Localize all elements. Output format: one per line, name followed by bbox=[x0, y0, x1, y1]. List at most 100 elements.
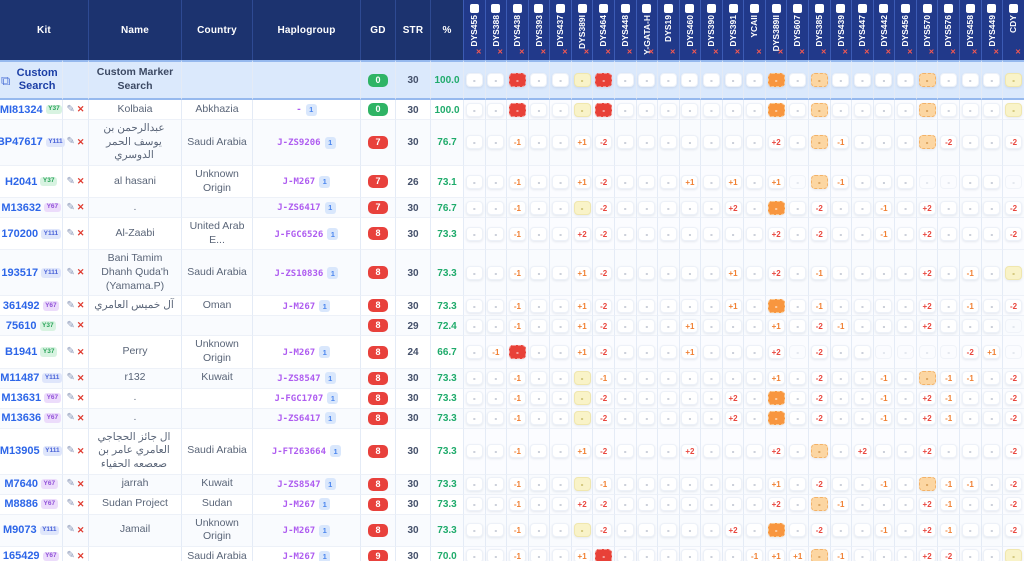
marker-checkbox[interactable] bbox=[706, 4, 716, 13]
marker-checkbox[interactable] bbox=[642, 4, 652, 13]
col-header-country[interactable]: Country bbox=[181, 0, 252, 60]
marker-checkbox[interactable] bbox=[987, 4, 997, 13]
delete-icon[interactable]: ✕ bbox=[76, 228, 85, 239]
haplogroup-info-chip[interactable]: 1 bbox=[324, 478, 336, 491]
haplogroup-info-chip[interactable]: 1 bbox=[324, 372, 336, 385]
haplogroup-info-chip[interactable]: 1 bbox=[324, 412, 336, 425]
haplogroup-info-chip[interactable]: 1 bbox=[319, 498, 331, 511]
marker-remove-icon[interactable]: ✕ bbox=[842, 49, 849, 56]
kit-number-link[interactable]: M8886 bbox=[4, 498, 39, 511]
marker-remove-icon[interactable]: ✕ bbox=[561, 49, 568, 56]
marker-checkbox[interactable] bbox=[922, 4, 932, 13]
kit-number-link[interactable]: M7640 bbox=[4, 478, 39, 491]
kit-number-link[interactable]: M11487 bbox=[0, 372, 40, 385]
marker-checkbox[interactable] bbox=[663, 4, 673, 13]
haplogroup-info-chip[interactable]: 1 bbox=[327, 392, 339, 405]
marker-checkbox[interactable] bbox=[599, 4, 609, 13]
delete-icon[interactable]: ✕ bbox=[76, 372, 85, 383]
haplogroup-info-chip[interactable]: 1 bbox=[324, 201, 336, 214]
haplogroup-link[interactable]: J-FGC1707 bbox=[274, 393, 324, 404]
edit-icon[interactable]: ✎ bbox=[66, 299, 75, 311]
edit-icon[interactable]: ✎ bbox=[66, 227, 75, 239]
edit-icon[interactable]: ✎ bbox=[66, 201, 75, 213]
kit-number-link[interactable]: 165429 bbox=[2, 550, 40, 561]
kit-number-link[interactable]: 170200 bbox=[1, 227, 39, 240]
marker-checkbox[interactable] bbox=[901, 4, 911, 13]
marker-remove-icon[interactable]: ✕ bbox=[950, 49, 956, 56]
col-header-gd[interactable]: GD bbox=[360, 0, 395, 60]
marker-remove-icon[interactable]: ✕ bbox=[648, 49, 655, 56]
marker-checkbox[interactable] bbox=[512, 4, 522, 13]
edit-icon[interactable]: ✎ bbox=[66, 412, 75, 424]
delete-icon[interactable]: ✕ bbox=[76, 346, 85, 357]
edit-icon[interactable]: ✎ bbox=[66, 498, 75, 510]
kit-number-link[interactable]: H2041 bbox=[5, 175, 38, 188]
marker-checkbox[interactable] bbox=[534, 4, 544, 13]
marker-checkbox[interactable] bbox=[685, 4, 695, 13]
marker-checkbox[interactable] bbox=[857, 4, 867, 13]
marker-checkbox[interactable] bbox=[469, 4, 479, 13]
haplogroup-info-chip[interactable]: 1 bbox=[319, 346, 331, 359]
marker-remove-icon[interactable]: ✕ bbox=[734, 49, 741, 56]
haplogroup-link[interactable]: J-M267 bbox=[282, 552, 316, 561]
haplogroup-info-chip[interactable]: 1 bbox=[305, 103, 317, 116]
col-header-percent[interactable]: % bbox=[430, 0, 463, 60]
delete-icon[interactable]: ✕ bbox=[76, 524, 85, 535]
marker-checkbox[interactable] bbox=[814, 4, 824, 13]
edit-icon[interactable]: ✎ bbox=[66, 319, 75, 331]
col-header-haplogroup[interactable]: Haplogroup bbox=[252, 0, 360, 60]
kit-number-link[interactable]: M9073 bbox=[2, 524, 37, 537]
edit-icon[interactable]: ✎ bbox=[66, 524, 75, 536]
kit-number-link[interactable]: M13632 bbox=[1, 201, 42, 214]
marker-remove-icon[interactable]: ✕ bbox=[863, 49, 870, 56]
delete-icon[interactable]: ✕ bbox=[76, 412, 85, 423]
kit-number-link[interactable]: 75610 bbox=[5, 319, 37, 332]
col-header-name[interactable]: Name bbox=[88, 0, 181, 60]
haplogroup-link[interactable]: J-M267 bbox=[282, 526, 316, 536]
delete-icon[interactable]: ✕ bbox=[76, 445, 85, 456]
marker-checkbox[interactable] bbox=[944, 4, 954, 13]
edit-icon[interactable]: ✎ bbox=[66, 392, 75, 404]
haplogroup-info-chip[interactable]: 1 bbox=[319, 300, 331, 313]
marker-remove-icon[interactable]: ✕ bbox=[799, 49, 805, 56]
kit-number-link[interactable]: B1941 bbox=[5, 346, 38, 359]
delete-icon[interactable]: ✕ bbox=[76, 392, 85, 403]
marker-remove-icon[interactable]: ✕ bbox=[993, 49, 1000, 56]
haplogroup-link[interactable]: J-ZS8547 bbox=[277, 373, 321, 384]
col-header-str[interactable]: STR bbox=[395, 0, 430, 60]
marker-remove-icon[interactable]: ✕ bbox=[712, 49, 719, 56]
edit-icon[interactable]: ✎ bbox=[66, 478, 75, 490]
kit-number-link[interactable]: MI81324 bbox=[0, 103, 43, 116]
custom-search-link[interactable]: Custom Search bbox=[16, 66, 58, 92]
kit-number-link[interactable]: BP47617 bbox=[0, 136, 43, 149]
marker-checkbox[interactable] bbox=[620, 4, 630, 13]
haplogroup-info-chip[interactable]: 1 bbox=[324, 136, 336, 149]
kit-number-link[interactable]: M13631 bbox=[1, 392, 42, 405]
edit-icon[interactable]: ✎ bbox=[66, 550, 75, 561]
marker-checkbox[interactable] bbox=[836, 4, 846, 13]
haplogroup-info-chip[interactable]: 1 bbox=[319, 175, 331, 188]
marker-remove-icon[interactable]: ✕ bbox=[1015, 49, 1021, 56]
marker-remove-icon[interactable]: ✕ bbox=[885, 49, 892, 56]
delete-icon[interactable]: ✕ bbox=[76, 176, 85, 187]
marker-remove-icon[interactable]: ✕ bbox=[971, 49, 978, 56]
haplogroup-link[interactable]: J-ZS6417 bbox=[277, 413, 321, 424]
marker-remove-icon[interactable]: ✕ bbox=[583, 49, 590, 56]
haplogroup-link[interactable]: J-ZS6417 bbox=[277, 203, 321, 214]
marker-remove-icon[interactable]: ✕ bbox=[928, 49, 935, 56]
haplogroup-info-chip[interactable]: 1 bbox=[327, 228, 339, 241]
haplogroup-info-chip[interactable]: 1 bbox=[319, 524, 331, 537]
haplogroup-link[interactable]: J-M267 bbox=[282, 499, 316, 510]
delete-icon[interactable]: ✕ bbox=[76, 550, 85, 561]
col-header-kit[interactable]: Kit bbox=[0, 0, 88, 60]
marker-remove-icon[interactable]: ✕ bbox=[540, 49, 547, 56]
haplogroup-info-chip[interactable]: 1 bbox=[327, 267, 339, 280]
delete-icon[interactable]: ✕ bbox=[76, 300, 85, 311]
marker-remove-icon[interactable]: ✕ bbox=[669, 49, 676, 56]
marker-checkbox[interactable] bbox=[577, 4, 587, 13]
haplogroup-link[interactable]: J-M267 bbox=[282, 301, 316, 312]
marker-remove-icon[interactable]: ✕ bbox=[691, 49, 698, 56]
haplogroup-link[interactable]: J-ZS10836 bbox=[274, 268, 324, 279]
marker-checkbox[interactable] bbox=[771, 4, 781, 13]
marker-checkbox[interactable] bbox=[1009, 4, 1019, 13]
